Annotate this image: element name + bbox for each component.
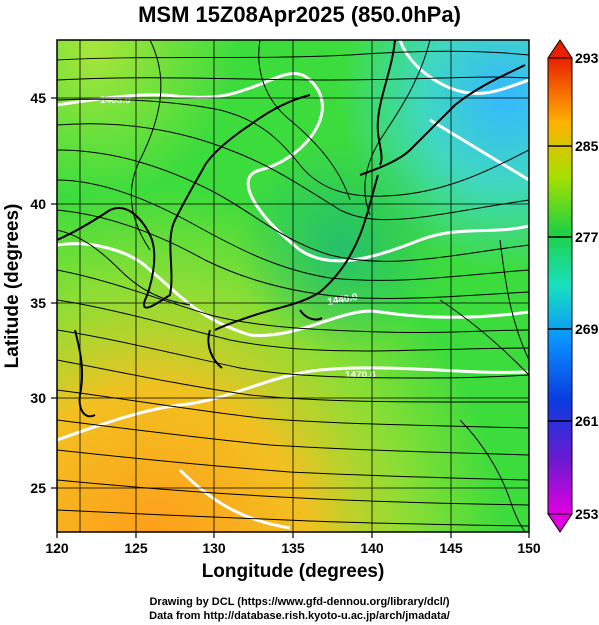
colorbar-label: 253 — [575, 506, 599, 522]
x-tick-label: 145 — [439, 540, 463, 556]
credit-data-source: Data from http://database.rish.kyoto-u.a… — [149, 610, 450, 622]
x-tick-label: 130 — [202, 540, 226, 556]
graticule — [57, 40, 529, 532]
colorbar-label: 293 — [575, 50, 599, 66]
colorbar-label: 285 — [575, 138, 599, 154]
colorbar-scale — [547, 57, 573, 515]
colorbar-label: 277 — [575, 229, 599, 245]
temperature-field: 1485.0 1440.0 1470.0 — [57, 40, 529, 532]
x-axis — [56, 532, 530, 538]
colorbar-label: 261 — [575, 413, 599, 429]
height-contours — [57, 40, 529, 530]
x-tick-label: 140 — [360, 540, 384, 556]
y-tick-label: 25 — [30, 480, 46, 496]
contour-label: 1470.0 — [345, 370, 376, 381]
colorbar — [547, 39, 573, 533]
credit-drawing: Drawing by DCL (https://www.gfd-dennou.o… — [149, 596, 450, 608]
y-axis — [51, 97, 57, 489]
y-tick-label: 30 — [30, 390, 46, 406]
coastlines — [57, 40, 526, 418]
x-axis-title: Longitude (degrees) — [202, 561, 385, 582]
y-axis-title: Latitude (degrees) — [2, 204, 23, 369]
colorbar-label: 269 — [575, 321, 599, 337]
map-title: MSM 15Z08Apr2025 (850.0hPa) — [138, 2, 461, 27]
x-tick-label: 120 — [45, 540, 69, 556]
x-tick-label: 135 — [281, 540, 305, 556]
colorbar-min-arrow — [547, 513, 573, 533]
contour-label: 1485.0 — [100, 95, 131, 106]
y-tick-label: 40 — [30, 196, 46, 212]
y-tick-label: 45 — [30, 90, 46, 106]
x-tick-label: 125 — [124, 540, 148, 556]
x-tick-label: 150 — [517, 540, 541, 556]
colorbar-max-arrow — [547, 39, 573, 59]
y-tick-label: 35 — [30, 295, 46, 311]
